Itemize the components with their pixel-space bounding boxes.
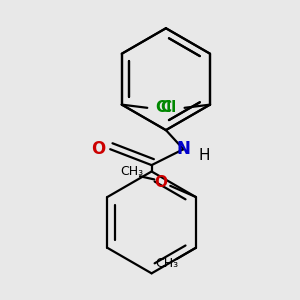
Text: CH₃: CH₃ (155, 257, 178, 270)
Text: O: O (154, 175, 167, 190)
Text: Cl: Cl (155, 100, 172, 115)
Text: Cl: Cl (160, 100, 177, 115)
Text: CH₃: CH₃ (121, 165, 144, 178)
Text: H: H (198, 148, 210, 163)
Text: N: N (176, 140, 190, 158)
Text: O: O (91, 140, 105, 158)
